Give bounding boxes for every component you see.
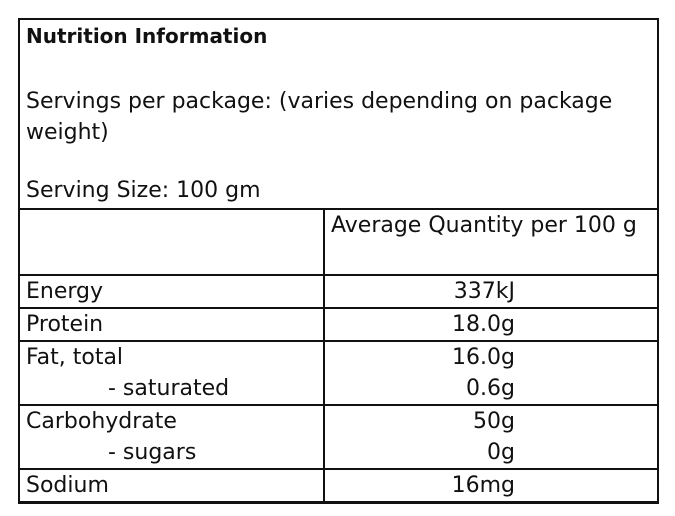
row-label: Carbohydrate - sugars (18, 404, 325, 470)
value-main: 16.0g (452, 345, 515, 370)
column-header: Average Quantity per 100 g (323, 208, 659, 276)
table-header-row: Average Quantity per 100 g (18, 208, 659, 276)
serving-size: Serving Size: 100 gm (26, 178, 261, 203)
table-row: Energy 337kJ (18, 274, 659, 309)
panel-header: Nutrition Information Servings per packa… (20, 20, 657, 210)
row-value: 18.0g (323, 307, 659, 342)
label-main: Fat, total (26, 345, 124, 370)
value-sub: 0.6g (466, 376, 515, 401)
value-sub: 0g (487, 440, 515, 465)
row-value: 16.0g 0.6g (323, 340, 659, 406)
row-label: Fat, total - saturated (18, 340, 325, 406)
nutrition-table: Average Quantity per 100 g Energy 337kJ … (18, 208, 659, 503)
table-row: Fat, total - saturated 16.0g 0.6g (18, 340, 659, 406)
row-value: 337kJ (323, 274, 659, 309)
label-main: Carbohydrate (26, 409, 177, 434)
label-sub: - sugars (108, 440, 197, 465)
row-value: 16mg (323, 468, 659, 503)
row-label: Protein (18, 307, 325, 342)
panel-title: Nutrition Information (26, 24, 268, 48)
row-label: Sodium (18, 468, 325, 503)
servings-per-package: Servings per package: (varies depending … (26, 89, 613, 145)
table-row: Carbohydrate - sugars 50g 0g (18, 404, 659, 470)
nutrition-panel: Nutrition Information Servings per packa… (18, 18, 659, 504)
table-row: Sodium 16mg (18, 468, 659, 503)
table-row: Protein 18.0g (18, 307, 659, 342)
row-label: Energy (18, 274, 325, 309)
label-sub: - saturated (108, 376, 230, 401)
row-value: 50g 0g (323, 404, 659, 470)
empty-header-cell (18, 208, 325, 276)
value-main: 50g (473, 409, 515, 434)
